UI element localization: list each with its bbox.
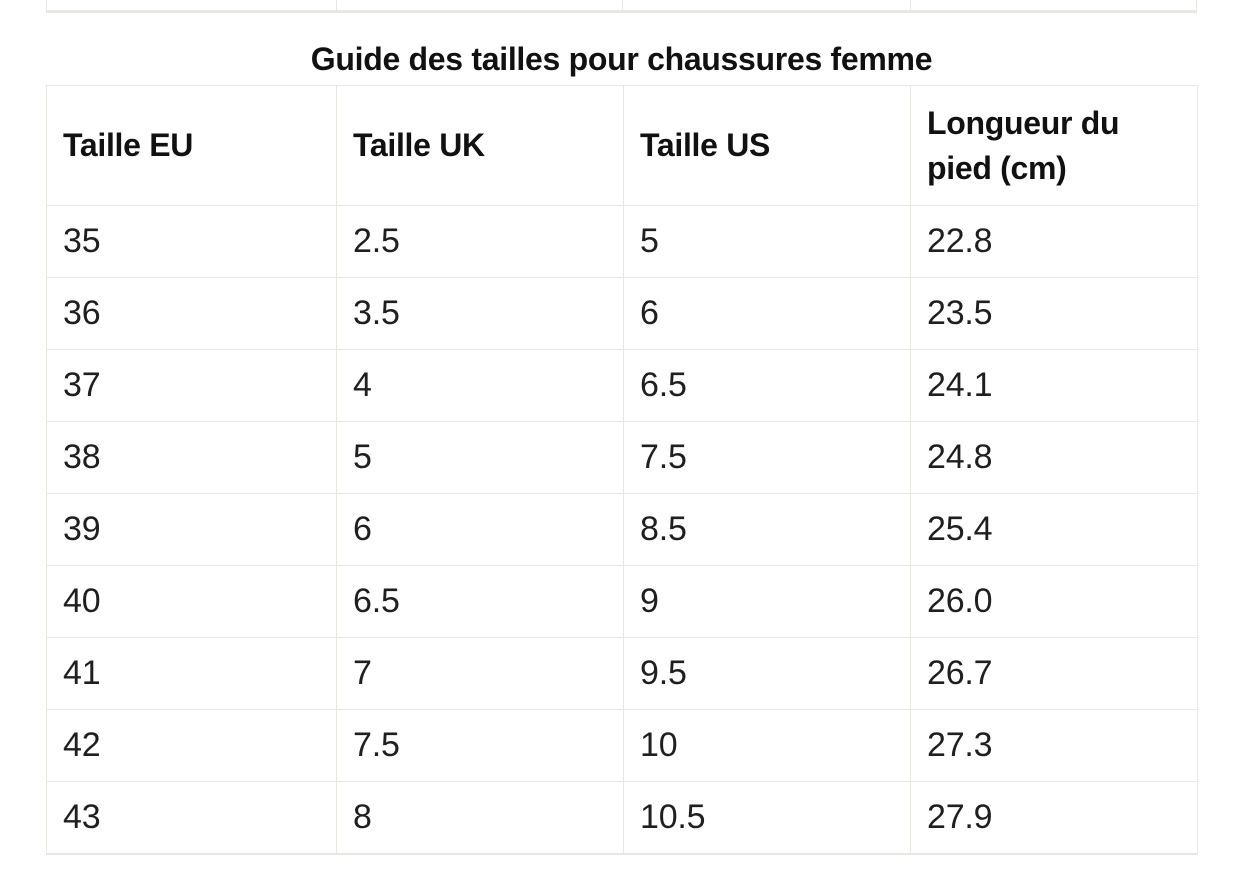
table-row: 38 5 7.5 24.8: [46, 421, 1198, 494]
column-header-label: Taille US: [640, 127, 771, 164]
table-cell: 3.5: [336, 277, 624, 350]
table-cell: 42: [46, 709, 337, 782]
table-row: 42 7.5 10 27.3: [46, 709, 1198, 782]
partial-table-cell: [911, 0, 1196, 10]
column-header-3: Longueur du pied (cm): [910, 85, 1198, 206]
column-header-label: Taille UK: [353, 127, 485, 164]
table-cell: 6.5: [336, 565, 624, 638]
table-cell: 10.5: [623, 781, 911, 855]
table-cell: 4: [336, 349, 624, 422]
table-cell: 35: [46, 205, 337, 278]
table-cell: 5: [623, 205, 911, 278]
table-cell: 40: [46, 565, 337, 638]
table-cell: 23.5: [910, 277, 1198, 350]
table-cell: 6.5: [623, 349, 911, 422]
column-header-1: Taille UK: [336, 85, 624, 206]
table-cell: 37: [46, 349, 337, 422]
table-cell: 25.4: [910, 493, 1198, 566]
table-cell: 26.7: [910, 637, 1198, 710]
table-cell: 8: [336, 781, 624, 855]
partial-table-cell: [623, 0, 911, 10]
table-cell: 5: [336, 421, 624, 494]
table-row: 35 2.5 5 22.8: [46, 205, 1198, 278]
column-header-label: Longueur du pied (cm): [927, 104, 1120, 186]
table-row: 36 3.5 6 23.5: [46, 277, 1198, 350]
size-guide-title: Guide des tailles pour chaussures femme: [310, 41, 933, 77]
table-cell: 6: [336, 493, 624, 566]
partial-table-cell: [47, 0, 337, 10]
table-cell: 38: [46, 421, 337, 494]
table-cell: 39: [46, 493, 337, 566]
table-cell: 7.5: [336, 709, 624, 782]
size-guide-table: Taille EU Taille UK Taille US Longueur du p…: [46, 85, 1198, 855]
table-cell: 27.3: [910, 709, 1198, 782]
table-row: 43 8 10.5 27.9: [46, 781, 1198, 855]
table-cell: 27.9: [910, 781, 1198, 855]
table-row: 39 6 8.5 25.4: [46, 493, 1198, 566]
previous-table-bottom-edge: [46, 0, 1197, 13]
table-row: 40 6.5 9 26.0: [46, 565, 1198, 638]
table-cell: 7: [336, 637, 624, 710]
table-row: 37 4 6.5 24.1: [46, 349, 1198, 422]
table-cell: 41: [46, 637, 337, 710]
table-cell: 9: [623, 565, 911, 638]
partial-table-cell: [337, 0, 623, 10]
size-guide-body: 35 2.5 5 22.8 36 3.5 6 23.5 37 4 6.5 24.1 38 5 7.5 24.8…: [46, 205, 1198, 855]
table-cell: 43: [46, 781, 337, 855]
size-guide-header-row: Taille EU Taille UK Taille US Longueur du p…: [46, 85, 1198, 206]
table-cell: 10: [623, 709, 911, 782]
column-header-label: Taille EU: [63, 127, 194, 164]
table-cell: 22.8: [910, 205, 1198, 278]
column-header-2: Taille US: [623, 85, 911, 206]
table-row: 41 7 9.5 26.7: [46, 637, 1198, 710]
table-cell: 2.5: [336, 205, 624, 278]
table-cell: 36: [46, 277, 337, 350]
table-cell: 26.0: [910, 565, 1198, 638]
table-cell: 7.5: [623, 421, 911, 494]
table-cell: 9.5: [623, 637, 911, 710]
table-cell: 8.5: [623, 493, 911, 566]
table-cell: 6: [623, 277, 911, 350]
column-header-0: Taille EU: [46, 85, 337, 206]
table-cell: 24.8: [910, 421, 1198, 494]
table-cell: 24.1: [910, 349, 1198, 422]
